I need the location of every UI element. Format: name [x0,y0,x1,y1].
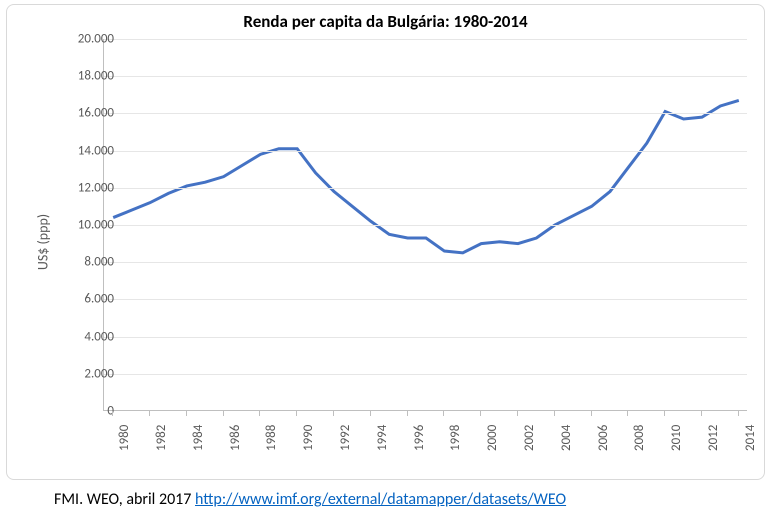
y-tick-label: 18.000 [54,69,114,84]
x-tick-label: 2008 [632,425,647,451]
x-tick-label: 1994 [375,425,390,451]
x-tick-label: 1982 [154,425,169,451]
x-tick-label: 1986 [228,425,243,451]
x-tick-label: 1998 [448,425,463,451]
x-tick-mark [591,411,592,416]
gridline [104,76,747,77]
x-tick-label: 2006 [596,425,611,451]
x-tick-mark [259,411,260,416]
y-axis-label: US$ (ppp) [35,214,52,270]
gridline [104,188,747,189]
gridline [104,113,747,114]
x-tick-mark [517,411,518,416]
x-tick-mark [149,411,150,416]
gridline [104,39,747,40]
gridline [104,299,747,300]
x-tick-label: 2000 [485,425,500,451]
x-tick-mark [664,411,665,416]
y-tick-label: 2.000 [54,366,114,381]
x-tick-label: 1992 [338,425,353,451]
plot-area [103,39,747,411]
x-tick-mark [333,411,334,416]
y-tick-label: 14.000 [54,143,114,158]
source-prefix: FMI. WEO, abril 2017 [54,490,195,509]
x-tick-mark [370,411,371,416]
x-tick-mark [223,411,224,416]
x-tick-label: 1980 [117,425,132,451]
x-tick-mark [554,411,555,416]
x-tick-mark [186,411,187,416]
gridline [104,225,747,226]
x-tick-mark [627,411,628,416]
y-tick-label: 12.000 [54,180,114,195]
x-tick-mark [296,411,297,416]
y-tick-label: 4.000 [54,329,114,344]
y-tick-label: 8.000 [54,255,114,270]
source-link[interactable]: http://www.imf.org/external/datamapper/d… [195,490,566,509]
x-tick-mark [738,411,739,416]
y-tick-label: 20.000 [54,32,114,47]
chart-title: Renda per capita da Bulgária: 1980-2014 [7,5,764,32]
gridline [104,374,747,375]
y-tick-label: 6.000 [54,292,114,307]
gridline [104,262,747,263]
gridline [104,337,747,338]
x-tick-label: 1990 [301,425,316,451]
x-tick-mark [701,411,702,416]
x-tick-label: 2004 [559,425,574,451]
x-tick-label: 2002 [522,425,537,451]
x-tick-label: 1984 [191,425,206,451]
gridline [104,151,747,152]
x-tick-label: 2014 [743,425,758,451]
x-tick-label: 2010 [669,425,684,451]
y-tick-label: 16.000 [54,106,114,121]
y-tick-label: 10.000 [54,218,114,233]
y-tick-label: 0 [54,404,114,419]
source-citation: FMI. WEO, abril 2017 http://www.imf.org/… [54,490,566,509]
x-tick-mark [112,411,113,416]
x-tick-label: 1996 [412,425,427,451]
x-tick-mark [480,411,481,416]
chart-container: Renda per capita da Bulgária: 1980-2014 … [6,4,765,480]
x-tick-mark [407,411,408,416]
x-tick-label: 2012 [706,425,721,451]
x-tick-mark [443,411,444,416]
x-tick-label: 1988 [264,425,279,451]
